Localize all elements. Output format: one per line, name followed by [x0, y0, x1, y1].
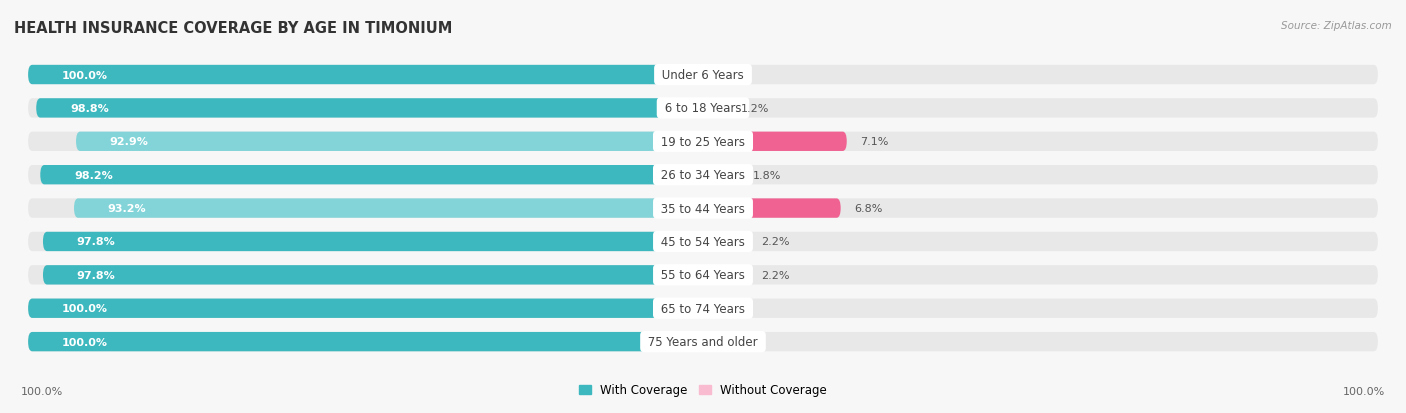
FancyBboxPatch shape	[28, 299, 703, 318]
FancyBboxPatch shape	[44, 232, 703, 252]
FancyBboxPatch shape	[28, 332, 1378, 351]
Text: 100.0%: 100.0%	[62, 337, 108, 347]
Text: Under 6 Years: Under 6 Years	[658, 69, 748, 82]
Text: 26 to 34 Years: 26 to 34 Years	[657, 169, 749, 182]
Text: 2.2%: 2.2%	[761, 270, 790, 280]
Text: 6 to 18 Years: 6 to 18 Years	[661, 102, 745, 115]
Text: 55 to 64 Years: 55 to 64 Years	[657, 269, 749, 282]
Text: 75 Years and older: 75 Years and older	[644, 335, 762, 348]
FancyBboxPatch shape	[703, 166, 740, 185]
FancyBboxPatch shape	[76, 132, 703, 152]
Text: 7.1%: 7.1%	[860, 137, 889, 147]
FancyBboxPatch shape	[41, 166, 703, 185]
Text: 100.0%: 100.0%	[1343, 387, 1385, 396]
FancyBboxPatch shape	[28, 266, 1378, 285]
FancyBboxPatch shape	[28, 232, 1378, 252]
Text: 97.8%: 97.8%	[77, 237, 115, 247]
Text: 1.8%: 1.8%	[754, 170, 782, 180]
Text: 98.2%: 98.2%	[75, 170, 112, 180]
FancyBboxPatch shape	[75, 199, 703, 218]
FancyBboxPatch shape	[703, 232, 748, 252]
FancyBboxPatch shape	[28, 299, 1378, 318]
Text: 98.8%: 98.8%	[70, 104, 108, 114]
Text: HEALTH INSURANCE COVERAGE BY AGE IN TIMONIUM: HEALTH INSURANCE COVERAGE BY AGE IN TIMO…	[14, 21, 453, 36]
Text: 100.0%: 100.0%	[62, 70, 108, 80]
Text: 6.8%: 6.8%	[855, 204, 883, 214]
Text: 2.2%: 2.2%	[761, 237, 790, 247]
Text: 1.2%: 1.2%	[741, 104, 769, 114]
FancyBboxPatch shape	[703, 266, 748, 285]
FancyBboxPatch shape	[37, 99, 703, 118]
Text: Source: ZipAtlas.com: Source: ZipAtlas.com	[1281, 21, 1392, 31]
FancyBboxPatch shape	[28, 166, 1378, 185]
FancyBboxPatch shape	[703, 99, 727, 118]
Text: 92.9%: 92.9%	[110, 137, 149, 147]
FancyBboxPatch shape	[28, 66, 703, 85]
FancyBboxPatch shape	[703, 199, 841, 218]
Text: 19 to 25 Years: 19 to 25 Years	[657, 135, 749, 148]
FancyBboxPatch shape	[28, 332, 703, 351]
FancyBboxPatch shape	[28, 132, 1378, 152]
Text: 35 to 44 Years: 35 to 44 Years	[657, 202, 749, 215]
Text: 45 to 54 Years: 45 to 54 Years	[657, 235, 749, 248]
FancyBboxPatch shape	[703, 132, 846, 152]
Text: 100.0%: 100.0%	[21, 387, 63, 396]
FancyBboxPatch shape	[28, 99, 1378, 118]
FancyBboxPatch shape	[28, 199, 1378, 218]
Text: 97.8%: 97.8%	[77, 270, 115, 280]
Text: 65 to 74 Years: 65 to 74 Years	[657, 302, 749, 315]
Text: 100.0%: 100.0%	[62, 304, 108, 313]
Text: 93.2%: 93.2%	[108, 204, 146, 214]
Legend: With Coverage, Without Coverage: With Coverage, Without Coverage	[574, 379, 832, 401]
FancyBboxPatch shape	[44, 266, 703, 285]
FancyBboxPatch shape	[28, 66, 1378, 85]
